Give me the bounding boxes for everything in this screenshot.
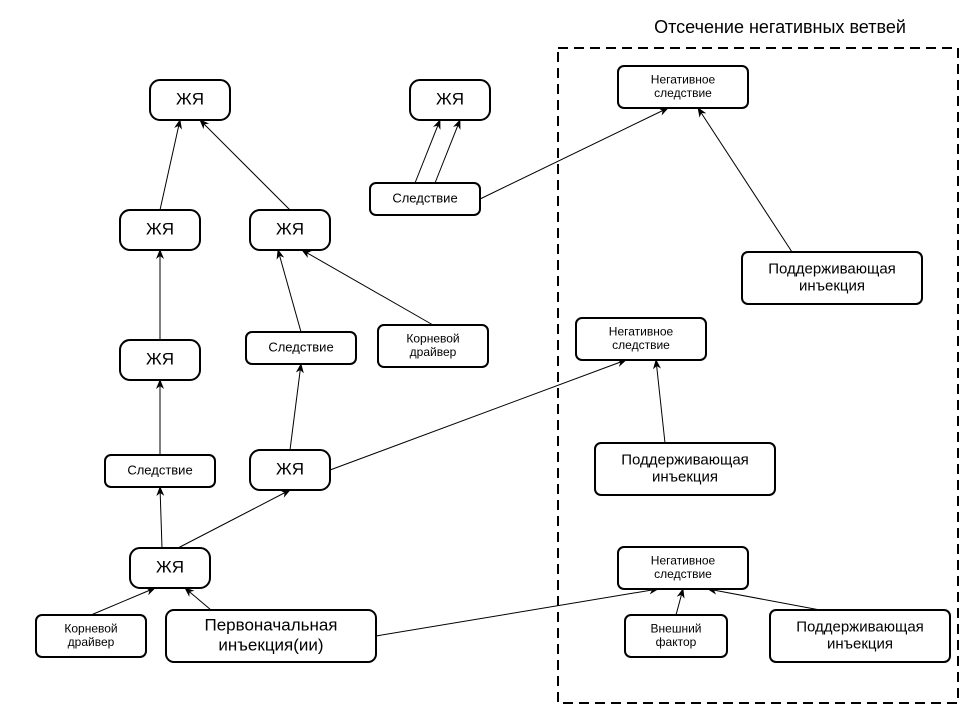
edge-root_drv_bot-to-zhya_bottom [91, 588, 155, 615]
node-label: ЖЯ [436, 89, 464, 108]
edge-ext_factor-to-neg3 [676, 589, 683, 615]
node-label: Поддерживающая [796, 618, 924, 635]
node-root_drv_bot: Корневойдрайвер [36, 615, 146, 657]
node-label: Корневой [64, 621, 117, 635]
node-label: Следствие [127, 462, 192, 477]
node-label: ЖЯ [156, 557, 184, 576]
edge-root_drv_mid-to-zhya_row2_b [302, 250, 433, 325]
node-label: драйвер [410, 345, 457, 359]
edge-sled_top-to-zhya_top_right [435, 120, 460, 183]
node-sled_mid: Следствие [246, 332, 356, 364]
edge-supp1-to-neg1 [698, 108, 792, 252]
edge-zhya_row2_a-to-zhya_top_left [160, 120, 180, 210]
edge-zhya_low_mid-to-neg2 [330, 360, 626, 470]
node-supp3: Поддерживающаяинъекция [770, 610, 950, 662]
node-neg2: Негативноеследствие [576, 318, 706, 360]
cutoff-boundary [558, 48, 958, 703]
node-label: следствие [612, 338, 670, 352]
node-label: Негативное [609, 324, 674, 338]
node-init_inj: Первоначальнаяинъекция(ии) [166, 610, 376, 662]
edge-supp3-to-neg3 [708, 589, 820, 610]
node-zhya_row2_a: ЖЯ [120, 210, 200, 250]
node-supp2: Поддерживающаяинъекция [595, 443, 775, 495]
edge-zhya_low_mid-to-sled_mid [290, 364, 301, 450]
edge-sled_top-to-neg1 [480, 108, 668, 199]
node-label: Негативное [651, 72, 716, 86]
node-label: ЖЯ [276, 459, 304, 478]
node-label: фактор [656, 635, 697, 649]
edge-init_inj-to-neg3 [376, 589, 658, 636]
node-label: инъекция [827, 636, 893, 653]
edge-zhya_bottom-to-zhya_low_mid [178, 490, 290, 548]
node-label: Следствие [268, 339, 333, 354]
node-sled_low: Следствие [105, 455, 215, 487]
node-label: Внешний [651, 621, 702, 635]
node-sled_top: Следствие [370, 183, 480, 215]
node-label: ЖЯ [146, 219, 174, 238]
node-label: Негативное [651, 553, 716, 567]
node-label: Поддерживающая [768, 260, 896, 277]
node-label: ЖЯ [146, 349, 174, 368]
node-neg1: Негативноеследствие [618, 66, 748, 108]
node-label: инъекция [799, 278, 865, 295]
edge-zhya_row2_b-to-zhya_top_left [200, 120, 290, 210]
node-root_drv_mid: Корневойдрайвер [378, 325, 488, 367]
edge-supp2-to-neg2 [656, 360, 665, 443]
node-label: следствие [654, 86, 712, 100]
node-zhya_low_mid: ЖЯ [250, 450, 330, 490]
node-label: следствие [654, 567, 712, 581]
node-zhya_top_right: ЖЯ [410, 80, 490, 120]
node-label: ЖЯ [176, 89, 204, 108]
node-label: драйвер [68, 635, 115, 649]
edge-sled_top-to-zhya_top_right [415, 120, 440, 183]
node-zhya_row2_b: ЖЯ [250, 210, 330, 250]
edge-sled_mid-to-zhya_row2_b [278, 250, 301, 332]
node-zhya_top_left: ЖЯ [150, 80, 230, 120]
node-ext_factor: Внешнийфактор [625, 615, 727, 657]
node-label: Поддерживающая [621, 451, 749, 468]
node-label: Первоначальная [204, 616, 337, 635]
node-label: Следствие [392, 190, 457, 205]
diagram-canvas: ЖЯЖЯЖЯЖЯСледствиеЖЯСледствиеКорневойдрай… [0, 0, 960, 720]
node-label: инъекция [652, 469, 718, 486]
diagram-title: Отсечение негативных ветвей [654, 17, 906, 37]
edge-init_inj-to-zhya_bottom [185, 588, 211, 610]
node-supp1: Поддерживающаяинъекция [742, 252, 922, 304]
node-neg3: Негативноеследствие [618, 547, 748, 589]
node-zhya_bottom: ЖЯ [130, 548, 210, 588]
node-label: Корневой [406, 331, 459, 345]
node-label: ЖЯ [276, 219, 304, 238]
edge-zhya_bottom-to-sled_low [160, 487, 162, 548]
node-zhya_row3: ЖЯ [120, 340, 200, 380]
node-label: инъекция(ии) [218, 635, 323, 654]
